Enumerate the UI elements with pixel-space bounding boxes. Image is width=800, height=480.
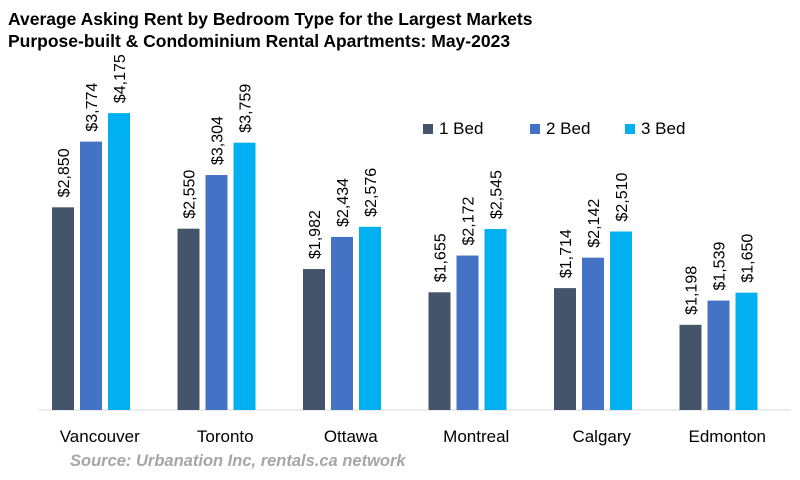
chart-subtitle: Purpose-built & Condominium Rental Apart… xyxy=(8,31,511,51)
legend-label: 3 Bed xyxy=(641,119,685,138)
bar-2-bed xyxy=(331,236,353,410)
bar-2-bed xyxy=(707,300,730,410)
bar-2-bed xyxy=(205,175,228,410)
data-label: $2,550 xyxy=(182,170,199,219)
data-label: $2,172 xyxy=(461,197,478,246)
legend-label: 1 Bed xyxy=(439,119,483,138)
chart-title-block: Average Asking Rent by Bedroom Type for … xyxy=(8,8,532,52)
bar-3-bed xyxy=(484,229,507,410)
bar-1-bed xyxy=(52,207,74,410)
bar-3-bed xyxy=(735,292,758,410)
bar-1-bed xyxy=(554,288,576,410)
x-tick-label: Toronto xyxy=(197,427,254,446)
data-label: $2,850 xyxy=(56,148,73,197)
data-label: $1,539 xyxy=(712,242,729,291)
data-label: $1,714 xyxy=(558,229,575,278)
legend-swatch xyxy=(530,124,540,134)
data-label: $1,198 xyxy=(684,266,701,315)
data-label: $1,655 xyxy=(433,233,450,282)
data-label: $2,510 xyxy=(614,172,631,221)
bar-1-bed xyxy=(679,324,702,410)
chart-title: Average Asking Rent by Bedroom Type for … xyxy=(8,9,533,29)
x-tick-label: Calgary xyxy=(572,427,631,446)
data-label: $2,434 xyxy=(335,178,352,227)
data-label: $2,576 xyxy=(363,168,380,217)
bar-3-bed xyxy=(359,226,381,410)
data-label: $1,650 xyxy=(740,234,757,283)
bar-3-bed xyxy=(610,231,632,410)
data-label: $3,304 xyxy=(210,116,227,165)
bar-1-bed xyxy=(428,292,451,410)
x-tick-label: Montreal xyxy=(443,427,509,446)
bar-1-bed xyxy=(303,269,325,410)
x-tick-label: Vancouver xyxy=(60,427,140,446)
data-label: $3,759 xyxy=(238,84,255,133)
data-label: $2,142 xyxy=(586,199,603,248)
source-note: Source: Urbanation Inc, rentals.ca netwo… xyxy=(70,452,406,470)
bar-3-bed xyxy=(233,142,256,410)
data-label: $1,982 xyxy=(307,210,324,259)
bar-2-bed xyxy=(80,141,102,411)
legend-swatch xyxy=(625,124,635,134)
bar-2-bed xyxy=(582,257,604,410)
data-label: $2,545 xyxy=(489,170,506,219)
x-tick-label: Edmonton xyxy=(689,427,767,446)
data-label: $4,175 xyxy=(112,54,129,103)
bar-3-bed xyxy=(108,113,130,410)
bar-2-bed xyxy=(456,255,479,410)
legend-label: 2 Bed xyxy=(546,119,590,138)
data-label: $3,774 xyxy=(84,83,101,132)
x-tick-label: Ottawa xyxy=(324,427,378,446)
legend-swatch xyxy=(423,124,433,134)
bar-1-bed xyxy=(177,228,200,410)
